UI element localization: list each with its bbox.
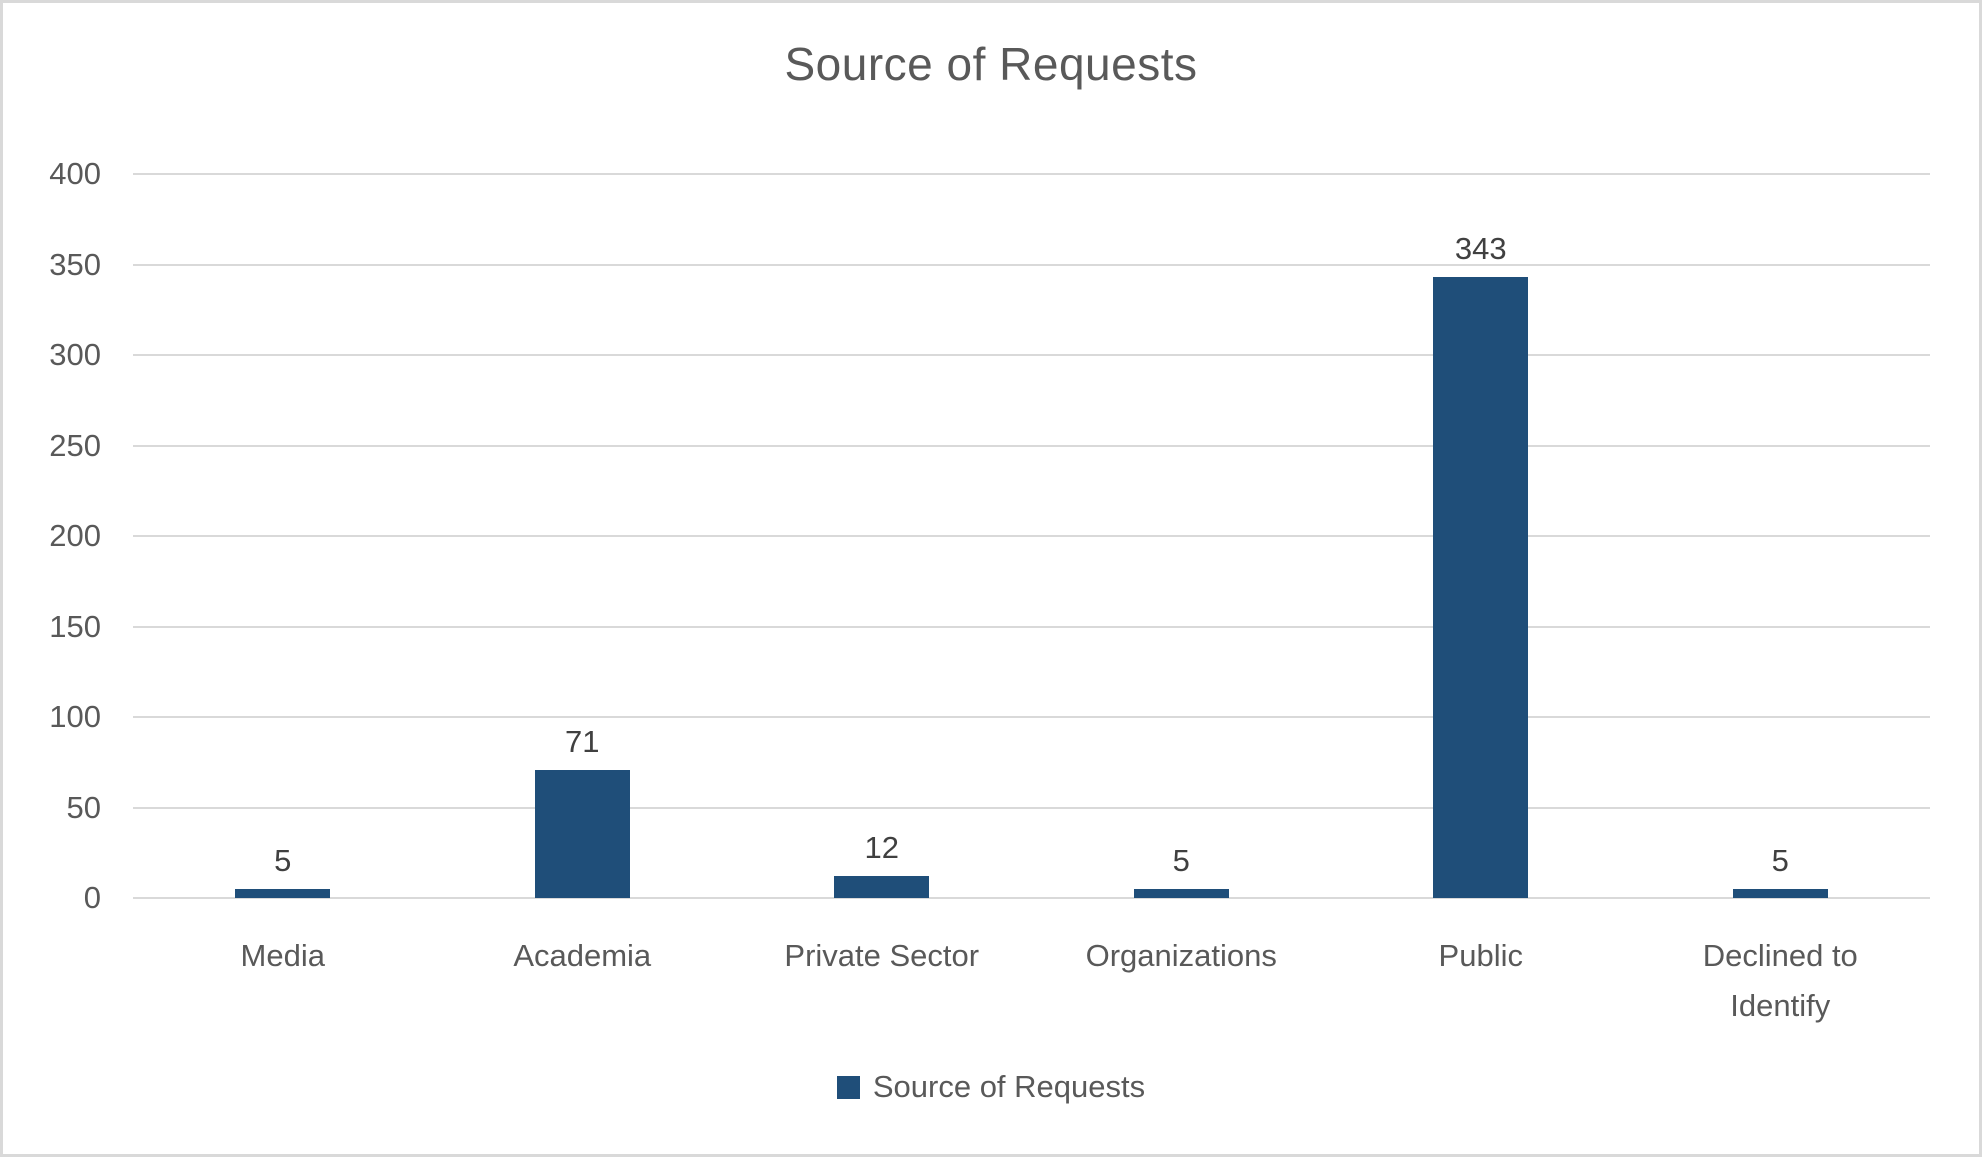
data-label-media: 5 [274,842,292,878]
category-label-text: Public [1438,938,1523,973]
y-tick-label-150: 150 [49,608,101,644]
category-label-text: Private Sector [784,938,980,973]
category-label-text: Academia [513,938,652,973]
gridline-200 [133,535,1930,537]
bar-declined-to-identify[interactable] [1732,888,1828,898]
y-tick-label-350: 350 [49,246,101,282]
legend-swatch-icon [836,1075,860,1099]
chart-title: Source of Requests [784,38,1198,90]
bar-media[interactable] [235,888,331,898]
bar-private-sector[interactable] [834,876,930,898]
gridline-100 [133,716,1930,718]
data-label-declined-to-identify: 5 [1771,842,1789,878]
category-label-declined-to-identify: Declined to Identify [1631,931,1931,1031]
category-label-text: Organizations [1085,938,1277,973]
y-tick-label-0: 0 [83,880,101,915]
data-label-organizations: 5 [1172,842,1190,878]
y-tick-label-400: 400 [49,156,101,191]
legend[interactable]: Source of Requests [3,1069,1979,1105]
category-label-text: Media [240,938,325,973]
gridline-400 [133,173,1930,175]
data-label-academia: 71 [565,723,600,759]
y-tick-label-300: 300 [49,337,101,372]
x-axis: Media Academia Private Sector Organizations… [133,931,1930,1031]
gridline-150 [133,625,1930,628]
category-label-private-sector: Private Sector [732,931,1032,1031]
plot-area: 5 71 12 5 343 5 [133,173,1930,899]
category-label-media: Media [133,931,433,1031]
y-tick-label-250: 250 [49,427,101,463]
category-label-organizations: Organizations [1032,931,1332,1031]
y-tick-label-50: 50 [66,789,101,825]
category-label-academia: Academia [433,931,733,1031]
gridline-50 [133,806,1930,809]
category-label-public: Public [1331,931,1631,1031]
y-tick-label-200: 200 [49,518,101,553]
gridline-0 [133,897,1930,899]
bar-public[interactable] [1433,277,1529,898]
data-label-public: 343 [1454,231,1507,267]
bar-academia[interactable] [534,769,630,898]
y-tick-label-100: 100 [49,699,101,734]
gridline-250 [133,444,1930,447]
gridline-350 [133,263,1930,266]
bar-organizations[interactable] [1133,888,1229,898]
legend-label: Source of Requests [872,1069,1146,1104]
gridline-300 [133,354,1930,356]
category-label-text: Declined to Identify [1702,938,1858,1023]
data-label-private-sector: 12 [864,830,899,866]
